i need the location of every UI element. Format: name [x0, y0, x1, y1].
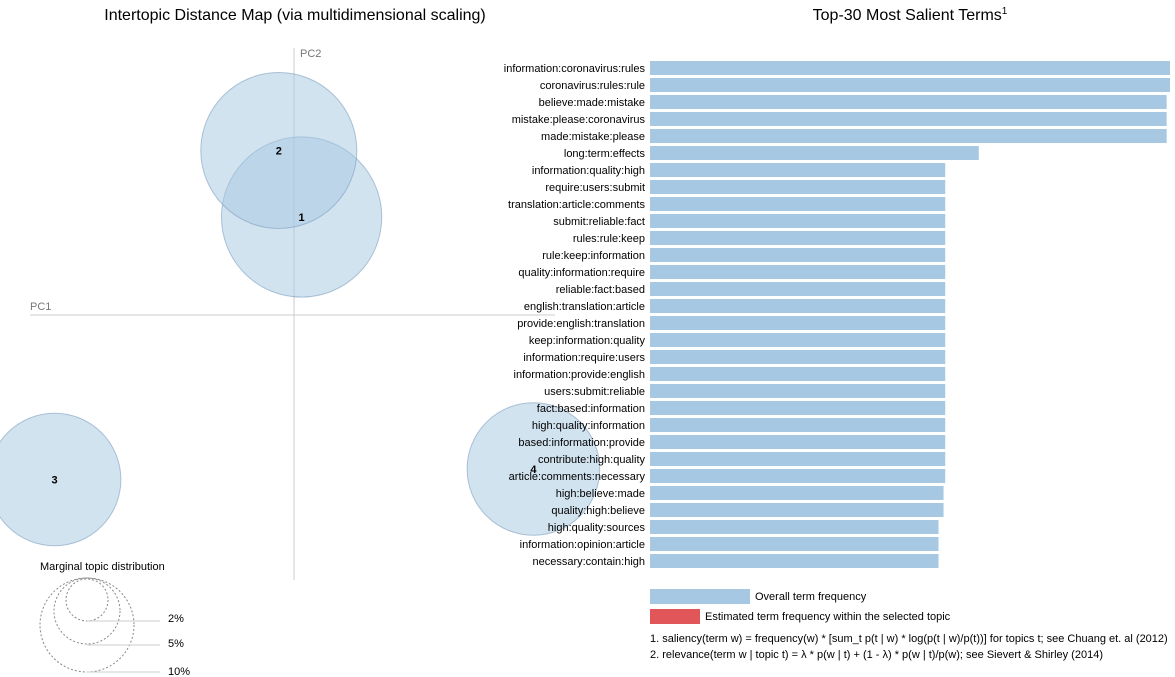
marginal-level-10pct: 10% [168, 666, 190, 677]
term-bar[interactable] [650, 316, 946, 330]
term-label[interactable]: high:quality:information [532, 420, 645, 432]
intertopic-map-title: Intertopic Distance Map (via multidimens… [104, 7, 486, 24]
term-label[interactable]: translation:article:comments [508, 199, 645, 211]
term-label[interactable]: information:require:users [523, 352, 645, 364]
term-bar[interactable] [650, 418, 946, 432]
term-label[interactable]: fact:based:information [537, 403, 645, 415]
term-label[interactable]: high:believe:made [556, 488, 645, 500]
term-label[interactable]: believe:made:mistake [539, 97, 645, 109]
term-bar[interactable] [650, 503, 944, 517]
term-bar[interactable] [650, 401, 946, 415]
legend-overall-label: Overall term frequency [755, 591, 867, 603]
marginal-circle-10pct [39, 577, 135, 673]
intertopic-map: PC1 PC2 1 2 3 4 [0, 48, 601, 580]
term-label[interactable]: provide:english:translation [517, 318, 645, 330]
term-bar[interactable] [650, 520, 939, 534]
pc2-axis-label: PC2 [300, 48, 321, 60]
term-bar[interactable] [650, 146, 979, 160]
term-label[interactable]: based:information:provide [518, 437, 645, 449]
term-label[interactable]: users:submit:reliable [544, 386, 645, 398]
legend-estimated-swatch [650, 609, 700, 624]
marginal-distribution-label: Marginal topic distribution [40, 561, 165, 573]
term-bar[interactable] [650, 180, 946, 194]
legend: Overall term frequency Estimated term fr… [650, 589, 951, 624]
term-bar[interactable] [650, 163, 946, 177]
term-label[interactable]: high:quality:sources [548, 522, 646, 534]
term-label[interactable]: information:coronavirus:rules [504, 63, 646, 75]
term-bar[interactable] [650, 129, 1167, 143]
salient-terms-bars: information:coronavirus:rules coronavirus… [504, 61, 1170, 568]
term-label[interactable]: contribute:high:quality [538, 454, 646, 466]
term-bar[interactable] [650, 486, 944, 500]
term-label[interactable]: rule:keep:information [542, 250, 645, 262]
topic-circle-3[interactable] [0, 412, 122, 547]
topic-circle-2[interactable] [200, 72, 358, 229]
salient-terms-title: Top-30 Most Salient Terms1 [813, 6, 1008, 24]
term-bar[interactable] [650, 61, 1170, 75]
term-label[interactable]: necessary:contain:high [532, 556, 645, 568]
term-label[interactable]: reliable:fact:based [556, 284, 645, 296]
topic-label-1[interactable]: 1 [299, 212, 305, 224]
term-label[interactable]: coronavirus:rules:rule [540, 80, 645, 92]
legend-estimated-label: Estimated term frequency within the sele… [705, 611, 951, 623]
topic-circles[interactable]: 1 2 3 4 [0, 72, 601, 547]
term-bar[interactable] [650, 265, 946, 279]
term-label[interactable]: long:term:effects [564, 148, 646, 160]
term-bar[interactable] [650, 231, 946, 245]
term-label[interactable]: require:users:submit [545, 182, 645, 194]
term-label[interactable]: english:translation:article [524, 301, 645, 313]
term-label[interactable]: made:mistake:please [541, 131, 645, 143]
term-bar[interactable] [650, 435, 946, 449]
term-bar[interactable] [650, 214, 946, 228]
footnote-saliency: 1. saliency(term w) = frequency(w) * [su… [650, 633, 1168, 645]
term-bar[interactable] [650, 95, 1167, 109]
term-bar[interactable] [650, 299, 946, 313]
term-bar[interactable] [650, 350, 946, 364]
marginal-topic-distribution: Marginal topic distribution 2% 5% 10% [39, 561, 190, 677]
term-bar[interactable] [650, 452, 946, 466]
topic-label-2[interactable]: 2 [276, 146, 282, 158]
term-bar[interactable] [650, 248, 946, 262]
marginal-level-2pct: 2% [168, 613, 184, 625]
term-bar[interactable] [650, 367, 946, 381]
term-label[interactable]: information:quality:high [532, 165, 645, 177]
term-label[interactable]: information:provide:english [514, 369, 645, 381]
term-bar[interactable] [650, 112, 1167, 126]
marginal-circle-5pct [53, 577, 121, 645]
topic-label-3[interactable]: 3 [52, 475, 58, 487]
topic-circle-4[interactable] [466, 402, 601, 536]
term-bar[interactable] [650, 554, 939, 568]
term-label[interactable]: article:comments:necessary [509, 471, 646, 483]
pc1-axis-label: PC1 [30, 301, 51, 313]
term-bar[interactable] [650, 384, 946, 398]
term-label[interactable]: keep:information:quality [529, 335, 646, 347]
term-label[interactable]: rules:rule:keep [573, 233, 645, 245]
term-label[interactable]: quality:high:believe [551, 505, 645, 517]
footnote-relevance: 2. relevance(term w | topic t) = λ * p(w… [650, 649, 1103, 661]
term-bar[interactable] [650, 333, 946, 347]
term-bar[interactable] [650, 537, 939, 551]
term-bar[interactable] [650, 282, 946, 296]
term-bar[interactable] [650, 469, 946, 483]
term-label[interactable]: quality:information:require [518, 267, 645, 279]
term-label[interactable]: information:opinion:article [520, 539, 645, 551]
legend-overall-swatch [650, 589, 750, 604]
marginal-circle-2pct [65, 578, 109, 622]
term-label[interactable]: mistake:please:coronavirus [512, 114, 646, 126]
salient-terms-title-footnote: 1 [1002, 6, 1008, 17]
marginal-level-5pct: 5% [168, 638, 184, 650]
term-label[interactable]: submit:reliable:fact [553, 216, 645, 228]
topic-label-4[interactable]: 4 [530, 464, 537, 476]
term-bar[interactable] [650, 197, 946, 211]
term-bar[interactable] [650, 78, 1170, 92]
